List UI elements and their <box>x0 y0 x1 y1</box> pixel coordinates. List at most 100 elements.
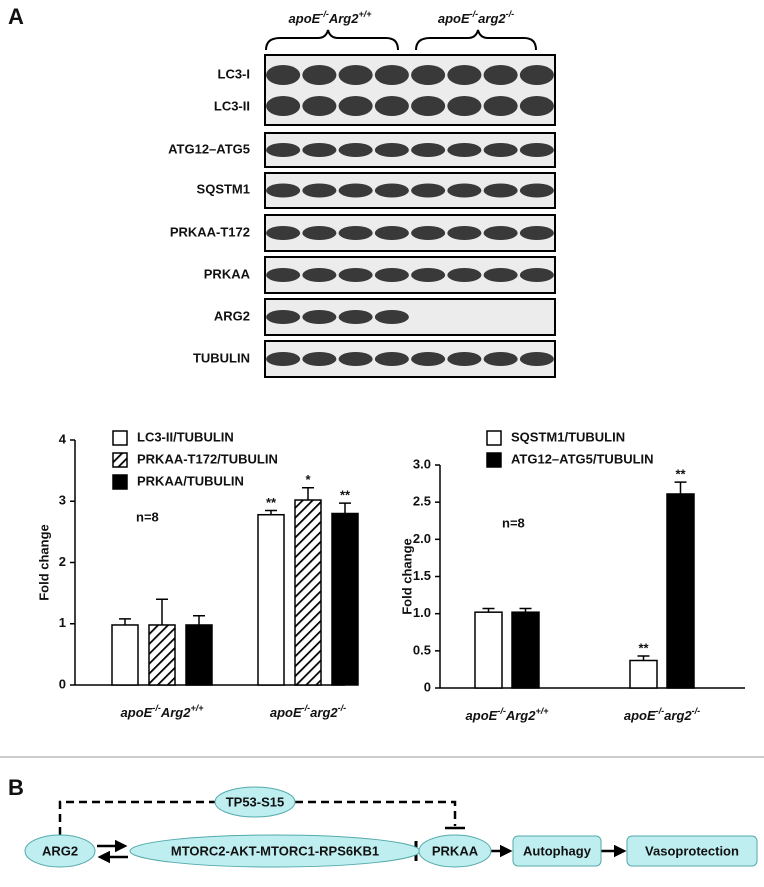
significance-marker: ** <box>638 640 649 655</box>
legend-swatch <box>112 430 128 446</box>
annotation: n=8 <box>502 515 525 530</box>
significance-marker: ** <box>340 488 351 503</box>
band <box>411 65 446 85</box>
band <box>302 143 337 157</box>
node-label: Vasoprotection <box>645 843 739 858</box>
band <box>302 226 337 240</box>
band <box>483 226 518 240</box>
error-bar <box>637 655 650 661</box>
panel-label: B <box>8 775 24 800</box>
band <box>447 268 482 282</box>
x-tick-label: apoE-/-Arg2+/+ <box>121 703 205 720</box>
y-tick-label: 2.0 <box>413 531 431 546</box>
error-bar <box>156 598 168 625</box>
group-label: apoE-/-Arg2+/+ <box>289 9 373 26</box>
band <box>338 65 373 85</box>
band <box>519 65 554 85</box>
blot-row-label: SQSTM1 <box>197 181 250 196</box>
blot-row-label: ATG12–ATG5 <box>168 141 250 156</box>
band <box>302 268 337 282</box>
node-shape <box>214 786 296 818</box>
y-tick-label: 4 <box>59 431 67 446</box>
band <box>483 143 518 157</box>
y-tick-label: 2 <box>59 554 66 569</box>
y-tick-label: 3 <box>59 493 66 508</box>
node-label: ARG2 <box>42 843 78 858</box>
y-tick-label: 2.5 <box>413 494 431 509</box>
band <box>447 143 482 157</box>
y-tick-label: 1.0 <box>413 605 431 620</box>
y-tick-label: 0 <box>424 679 431 694</box>
band <box>302 183 337 198</box>
error-bar <box>482 607 495 613</box>
band <box>338 310 373 324</box>
band <box>338 143 373 157</box>
band <box>266 96 301 116</box>
band <box>483 268 518 282</box>
node-shape <box>24 834 96 868</box>
error-bar <box>265 509 277 515</box>
band <box>338 96 373 116</box>
band <box>483 183 518 198</box>
band <box>266 268 301 282</box>
band <box>302 96 337 116</box>
legend-label: PRKAA/TUBULIN <box>137 473 244 488</box>
legend-swatch <box>112 474 128 490</box>
band <box>411 352 446 366</box>
error-bar <box>302 487 314 501</box>
band <box>411 268 446 282</box>
bar <box>111 624 139 686</box>
western-blot: LC3-I LC3-II ATG12–ATG5 SQSTM1 PRKAA-T172 PRK… <box>168 54 556 378</box>
blot-box <box>264 54 556 126</box>
band <box>483 65 518 85</box>
bar <box>474 611 503 689</box>
band <box>374 96 409 116</box>
band <box>266 65 301 85</box>
annotation: n=8 <box>136 509 159 524</box>
dashed-link <box>58 800 457 835</box>
band <box>266 183 301 198</box>
bar <box>666 493 695 689</box>
band <box>302 310 337 324</box>
node-label: MTORC2-AKT-MTORC1-RPS6KB1 <box>171 843 379 858</box>
blot-row-label: TUBULIN <box>193 350 250 365</box>
bar <box>331 512 359 686</box>
legend-label: ATG12–ATG5/TUBULIN <box>511 451 654 466</box>
band <box>447 352 482 366</box>
band <box>519 352 554 366</box>
significance-marker: ** <box>675 467 686 482</box>
node-label: Autophagy <box>523 843 592 858</box>
band <box>302 352 337 366</box>
y-axis-label: Fold change <box>36 524 51 601</box>
band <box>411 183 446 198</box>
y-tick-label: 1.5 <box>413 568 431 583</box>
band <box>519 268 554 282</box>
significance-marker: * <box>305 472 311 487</box>
y-tick-label: 1 <box>59 615 66 630</box>
x-tick-label: apoE-/-Arg2+/+ <box>466 706 550 723</box>
blot-row-label: ARG2 <box>214 308 250 323</box>
node-label: TP53-S15 <box>226 794 285 809</box>
legend-label: PRKAA-T172/TUBULIN <box>137 451 278 466</box>
band <box>519 96 554 116</box>
band <box>266 143 301 157</box>
bar <box>148 624 176 686</box>
band <box>374 226 409 240</box>
band <box>374 310 409 324</box>
legend-label: LC3-II/TUBULIN <box>137 429 234 444</box>
panel-label: A <box>8 4 24 29</box>
band <box>374 268 409 282</box>
y-tick-label: 0 <box>59 676 66 691</box>
blot-row-label: PRKAA-T172 <box>170 224 250 239</box>
band <box>519 183 554 198</box>
band <box>338 352 373 366</box>
legend-label: SQSTM1/TUBULIN <box>511 429 625 444</box>
node-shape <box>512 835 602 867</box>
blot-row-label: LC3-II <box>214 98 250 113</box>
band <box>447 226 482 240</box>
band <box>338 226 373 240</box>
band <box>411 96 446 116</box>
error-bar <box>674 481 687 494</box>
band <box>266 226 301 240</box>
